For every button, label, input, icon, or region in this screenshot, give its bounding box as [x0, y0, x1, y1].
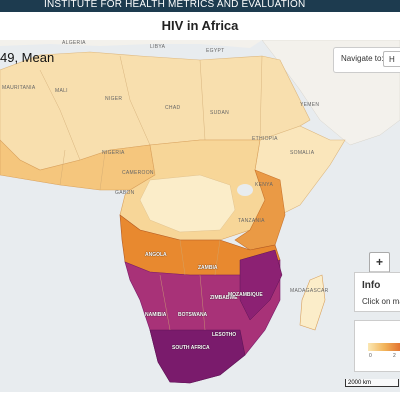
europe-land [0, 40, 262, 48]
label-nigeria: NIGERIA [102, 150, 125, 156]
label-egypt: EGYPT [206, 48, 225, 54]
africa-choropleth[interactable] [0, 40, 400, 392]
congo-basin[interactable] [139, 174, 236, 233]
navigate-select[interactable]: H [383, 51, 400, 67]
label-kenya: KENYA [255, 182, 274, 188]
label-namibia: NAMIBIA [145, 312, 167, 318]
label-botswana: BOTSWANA [178, 312, 208, 318]
label-zambia: ZAMBIA [198, 265, 218, 271]
bottom-strip [0, 392, 400, 400]
label-somalia: SOMALIA [290, 150, 315, 156]
label-lesotho: LESOTHO [212, 332, 237, 338]
color-legend: 0 2 [354, 320, 400, 372]
label-madagascar: MADAGASCAR [290, 288, 329, 294]
madagascar[interactable] [299, 274, 326, 331]
label-chad: CHAD [165, 105, 181, 111]
subdivision-lines [39, 55, 263, 331]
label-gabon: GABON [115, 190, 135, 196]
label-south-africa: SOUTH AFRICA [172, 345, 210, 351]
info-text: Click on map [362, 297, 400, 306]
legend-tick: 2 [393, 353, 396, 359]
legend-gradient [368, 343, 400, 351]
legend-min: 0 [369, 353, 372, 359]
label-angola: ANGOLA [145, 252, 167, 258]
label-yemen: YEMEN [300, 102, 320, 108]
info-title: Info [362, 280, 381, 291]
label-algeria: ALGERIA [62, 40, 86, 46]
label-tanzania: TANZANIA [238, 218, 265, 224]
info-panel: Info Click on map [354, 272, 400, 312]
label-mauritania: MAURITANIA [2, 85, 36, 91]
navigate-label: Navigate to: [341, 54, 384, 63]
header-bar: INSTITUTE FOR HEALTH METRICS AND EVALUAT… [0, 0, 400, 12]
mozambique-region[interactable] [239, 249, 283, 321]
title-bar: HIV in Africa [0, 12, 400, 40]
south-africa-core[interactable] [149, 329, 246, 384]
label-niger: NIGER [105, 96, 123, 102]
zoom-in-button[interactable]: + [370, 253, 389, 272]
label-mali: MALI [55, 88, 68, 94]
scale-bar: 2000 km [345, 379, 399, 387]
label-mozambique: MOZAMBIQUE [228, 292, 263, 298]
label-cameroon: CAMEROON [122, 170, 154, 176]
map-canvas[interactable]: ALGERIA LIBYA EGYPT MAURITANIA MALI NIGE… [0, 40, 400, 392]
label-ethiopia: ETHIOPIA [252, 136, 278, 142]
org-name: INSTITUTE FOR HEALTH METRICS AND EVALUAT… [44, 0, 306, 10]
label-libya: LIBYA [150, 44, 166, 50]
page-title: HIV in Africa [161, 18, 239, 33]
label-zimbabwe: ZIMBABWE [210, 295, 238, 301]
label-sudan: SUDAN [210, 110, 230, 116]
navigate-control[interactable]: Navigate to: H [333, 47, 400, 73]
lake-victoria [237, 184, 253, 196]
measure-label: 49, Mean [0, 50, 55, 65]
